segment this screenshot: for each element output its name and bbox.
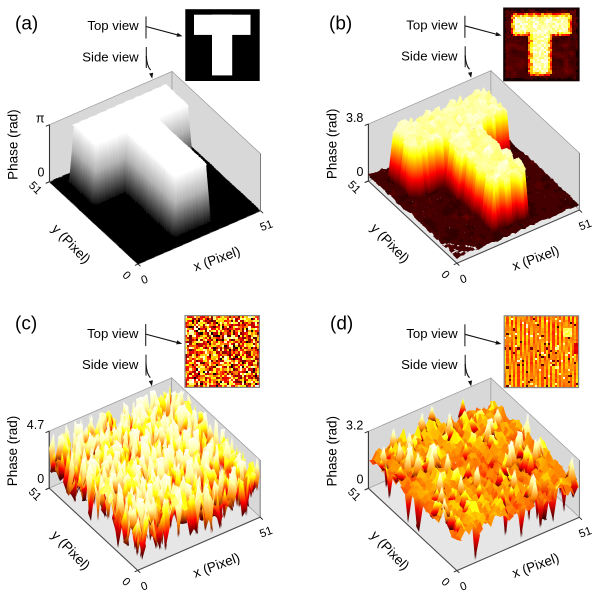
svg-text:51: 51 bbox=[259, 218, 275, 234]
svg-text:0: 0 bbox=[38, 166, 45, 180]
svg-text:0: 0 bbox=[459, 273, 469, 286]
svg-text:(d): (d) bbox=[330, 314, 353, 335]
svg-text:0: 0 bbox=[356, 472, 363, 486]
svg-text:51: 51 bbox=[577, 525, 593, 541]
svg-text:Side view: Side view bbox=[401, 49, 458, 64]
svg-text:Phase (rad): Phase (rad) bbox=[324, 416, 339, 487]
svg-text:Phase (rad): Phase (rad) bbox=[5, 109, 20, 180]
svg-text:0: 0 bbox=[140, 274, 150, 287]
svg-text:3.2: 3.2 bbox=[346, 418, 363, 432]
svg-text:0: 0 bbox=[139, 580, 149, 593]
svg-text:Top view: Top view bbox=[406, 18, 458, 33]
svg-text:Side view: Side view bbox=[82, 49, 139, 64]
svg-text:51: 51 bbox=[577, 218, 593, 234]
svg-text:(a): (a) bbox=[15, 14, 38, 35]
svg-text:(c): (c) bbox=[15, 314, 37, 335]
svg-text:π: π bbox=[36, 112, 45, 126]
svg-text:51: 51 bbox=[258, 525, 274, 541]
svg-text:0: 0 bbox=[37, 472, 44, 486]
svg-text:Side view: Side view bbox=[401, 357, 458, 372]
svg-text:Top view: Top view bbox=[87, 18, 139, 33]
svg-text:Side view: Side view bbox=[82, 357, 139, 372]
svg-text:Top view: Top view bbox=[87, 326, 139, 341]
svg-text:Phase (rad): Phase (rad) bbox=[5, 416, 20, 487]
svg-text:4.7: 4.7 bbox=[27, 418, 44, 432]
svg-text:Phase (rad): Phase (rad) bbox=[324, 109, 339, 180]
svg-text:0: 0 bbox=[356, 165, 363, 179]
svg-text:Top view: Top view bbox=[406, 326, 458, 341]
svg-text:3.8: 3.8 bbox=[346, 111, 363, 125]
svg-text:(b): (b) bbox=[329, 14, 352, 35]
svg-text:0: 0 bbox=[459, 580, 469, 593]
